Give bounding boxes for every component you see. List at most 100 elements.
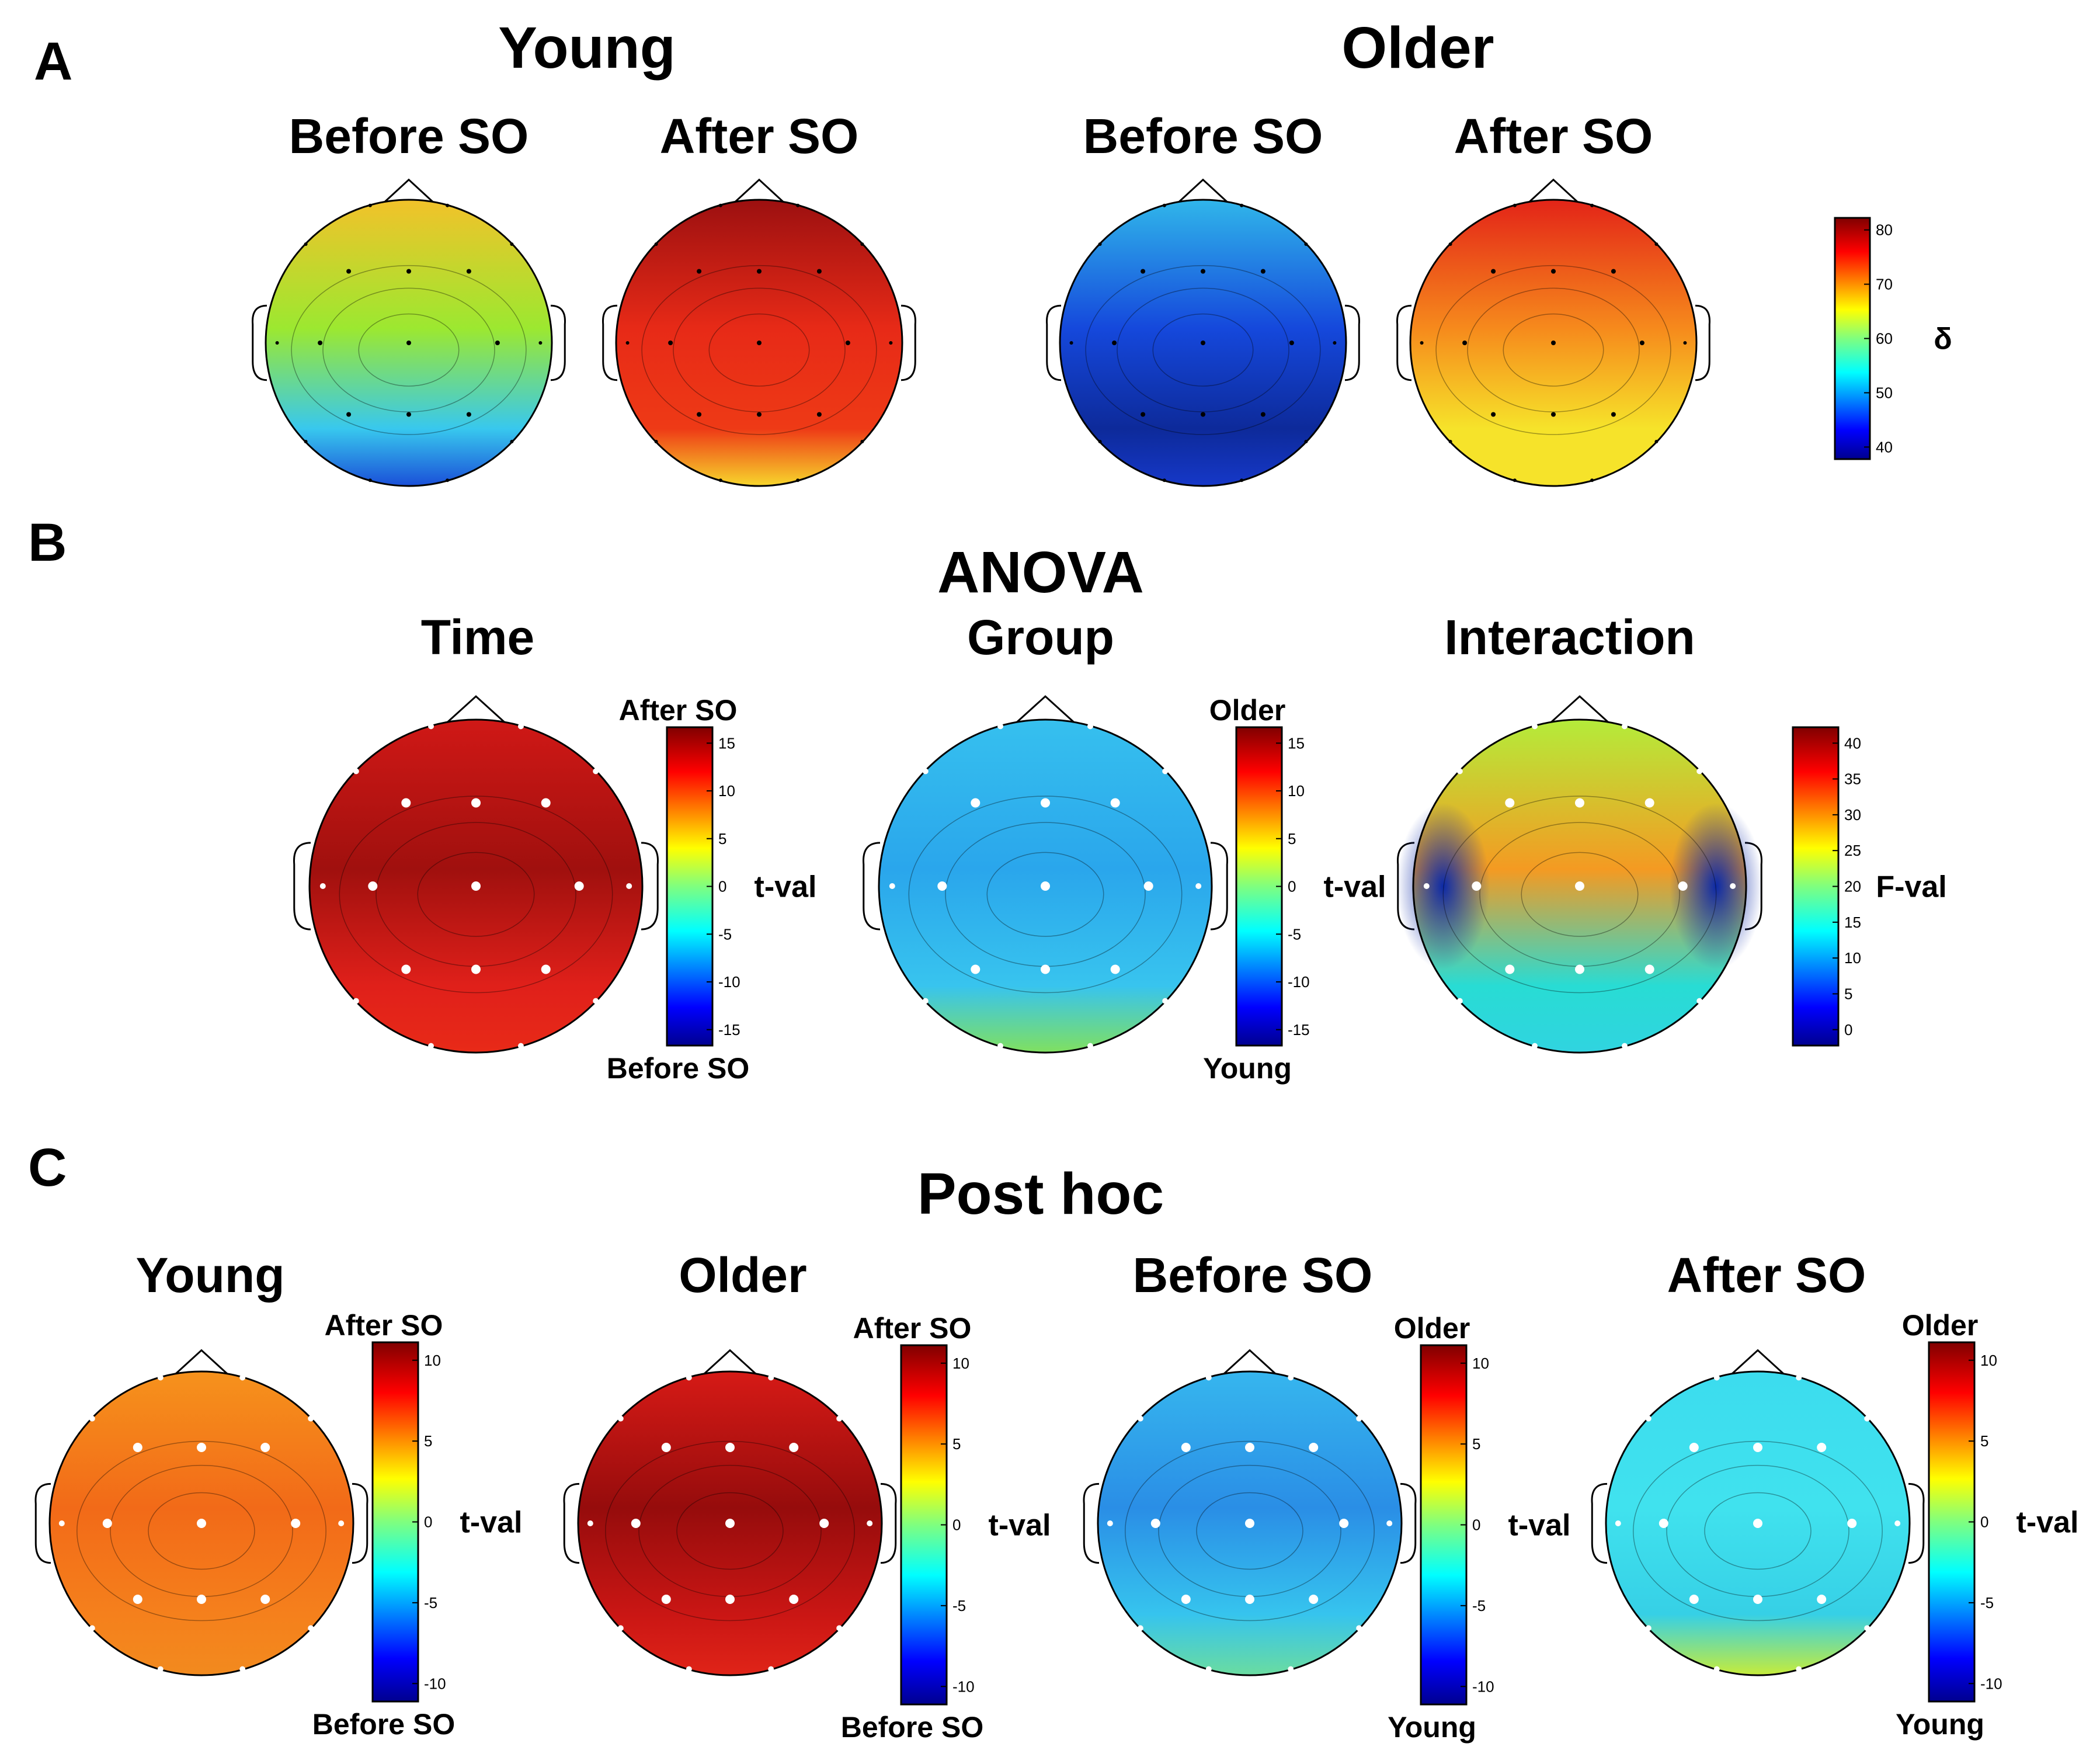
electrode-dot <box>631 1519 641 1528</box>
electrode-dot <box>1491 412 1496 417</box>
electrode-dot <box>1753 1519 1762 1528</box>
electrode-dot <box>1069 341 1073 345</box>
head-outline <box>1409 199 1698 487</box>
contour-line <box>676 1492 784 1570</box>
head-outline <box>577 1370 883 1676</box>
electrode-dot <box>1551 269 1556 274</box>
colorbar-tick-label: 10 <box>1980 1352 1997 1369</box>
electrode-dot <box>796 478 800 482</box>
older-group-title: Older <box>1341 15 1494 81</box>
right-ear-outline <box>901 304 916 381</box>
nose-outline <box>1550 695 1609 723</box>
young-group-title: Young <box>498 15 676 81</box>
colorbar-tick-label: 10 <box>718 782 735 800</box>
colorbar-tick-label: 5 <box>424 1432 432 1450</box>
electrode-dot <box>1644 964 1654 974</box>
electrode-dot <box>1309 1595 1319 1604</box>
colorbar-scale <box>666 726 714 1047</box>
electrode-dot <box>889 341 893 345</box>
electrode-dot <box>593 998 599 1004</box>
left-ear-outline <box>863 842 881 930</box>
electrode-dot <box>757 269 762 274</box>
colorbar-tick-label: -5 <box>952 1597 966 1614</box>
electrode-dot <box>1386 1520 1393 1526</box>
topomaps: Before SO After SO Before SO After SO Time Gr… <box>34 109 1925 1676</box>
electrode-dot <box>368 203 372 207</box>
electrode-dot <box>845 341 850 345</box>
panel-b-topomap <box>1396 695 1763 1054</box>
colorbar-tick-label: 10 <box>424 1352 441 1369</box>
nose-outline <box>175 1349 228 1375</box>
electrode-dot <box>860 242 864 246</box>
electrode-dot <box>368 881 378 891</box>
nose-outline <box>1223 1349 1277 1375</box>
colorbar-top-label: After SO <box>853 1312 972 1345</box>
electrode-dot <box>1110 798 1120 808</box>
panel-a-colorbar: 80 70 60 50 40 δ <box>1834 217 1952 460</box>
electrode-dot <box>816 269 822 274</box>
electrode-dot <box>789 1595 799 1604</box>
colorbar-tick-label: -10 <box>1288 973 1310 991</box>
electrode-dot <box>625 341 630 345</box>
colorbar-tick-label: 10 <box>1472 1355 1489 1372</box>
panel-c-map-title: Before SO <box>1133 1248 1373 1303</box>
electrode-dot <box>654 440 658 444</box>
left-ear-outline <box>602 304 618 381</box>
electrode-dot <box>1260 412 1265 417</box>
electrode-dot <box>889 883 895 889</box>
colorbar-tick-label: -15 <box>718 1021 740 1039</box>
electrode-dot <box>406 269 411 274</box>
electrode-dot <box>1205 1374 1212 1381</box>
colorbar-tick-label: -5 <box>1288 925 1301 943</box>
colorbar-label: F-val <box>1876 870 1946 904</box>
electrode-dot <box>1689 1443 1699 1452</box>
electrode-dot <box>1689 1595 1699 1604</box>
electrode-dot <box>304 242 308 246</box>
colorbar-tick-label: -15 <box>1288 1021 1310 1039</box>
electrode-dot <box>686 1666 692 1672</box>
electrode-dot <box>1817 1443 1827 1452</box>
nose-outline <box>1178 178 1228 203</box>
electrode-dot <box>718 478 722 482</box>
colorbar-tick-label: -10 <box>1980 1675 2002 1692</box>
panel-c-map-title: Older <box>679 1248 806 1303</box>
electrode-dot <box>133 1443 142 1452</box>
electrode-dot <box>937 881 947 891</box>
colorbar-top-label: After SO <box>619 694 738 727</box>
panel-b-colorbar: 40 35 30 25 20 15 10 5 0 F-val <box>1792 726 1947 1047</box>
panel-b-colorbar: 15 10 5 0 -5 -10 -15 t-val Older Young <box>1203 694 1386 1085</box>
electrode-dot <box>308 1625 314 1631</box>
electrode-dot <box>1240 203 1244 207</box>
electrode-dot <box>1288 1374 1294 1381</box>
anova-heading: ANOVA <box>937 540 1144 605</box>
colorbar-tick-label: -10 <box>952 1678 975 1695</box>
electrode-dot <box>819 1519 829 1528</box>
colorbar-tick-label: 10 <box>1844 949 1861 967</box>
contour-line <box>358 313 460 387</box>
electrode-dot <box>796 203 800 207</box>
colorbar-label: δ <box>1934 322 1952 356</box>
colorbar-tick-label: -5 <box>718 925 732 943</box>
nose-outline <box>447 695 505 723</box>
colorbar-bottom-label: Young <box>1203 1052 1292 1085</box>
electrode-dot <box>1513 203 1517 207</box>
electrode-dot <box>1615 1520 1621 1526</box>
colorbar-label: t-val <box>2016 1506 2079 1540</box>
contour-line <box>291 265 527 435</box>
electrode-dot <box>1162 768 1169 775</box>
colorbar-bottom-label: Young <box>1896 1708 1984 1741</box>
electrode-dot <box>1611 269 1616 274</box>
electrode-dot <box>1137 1625 1143 1631</box>
right-ear-outline <box>1908 1482 1925 1564</box>
panel-b-map-title: Interaction <box>1444 610 1695 665</box>
electrode-dot <box>1462 341 1468 345</box>
panel-c-map-title: Young <box>135 1248 284 1303</box>
colorbar-tick-label: 0 <box>1844 1021 1852 1039</box>
electrode-dot <box>816 412 822 417</box>
colorbar-bottom-label: Before SO <box>312 1708 456 1741</box>
electrode-dot <box>1654 242 1659 246</box>
panel-b-topomap <box>293 695 659 1054</box>
colorbar-tick-label: -10 <box>1472 1678 1494 1695</box>
colorbar-tick-label: 0 <box>718 878 726 895</box>
right-ear-outline <box>641 842 659 930</box>
